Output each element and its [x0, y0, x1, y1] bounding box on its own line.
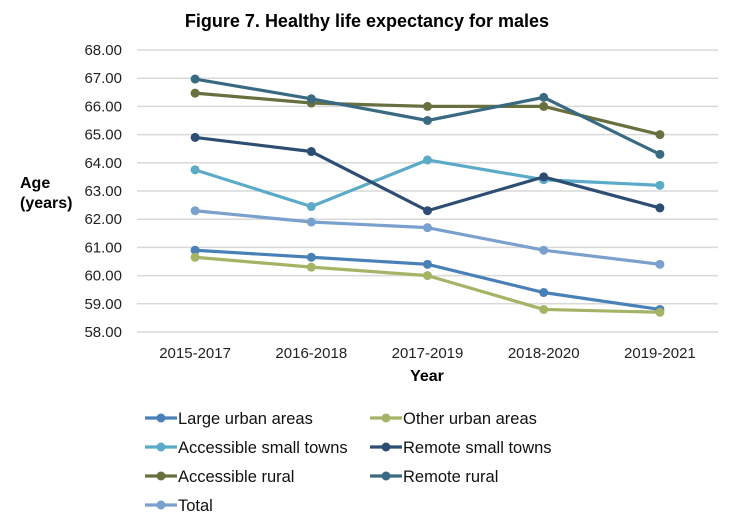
- data-point: [423, 116, 432, 125]
- legend-marker: [156, 471, 166, 481]
- y-tick-label: 68.00: [84, 42, 122, 59]
- gridlines: [137, 49, 718, 333]
- data-point: [655, 130, 665, 140]
- legend-label: Accessible rural: [178, 468, 294, 486]
- data-point: [655, 203, 665, 213]
- data-point: [190, 132, 200, 142]
- data-point: [190, 165, 200, 175]
- data-point: [306, 94, 316, 104]
- data-point: [539, 288, 549, 298]
- data-point: [423, 271, 432, 281]
- data-point: [655, 180, 665, 190]
- data-point: [539, 172, 549, 182]
- data-point: [190, 88, 200, 98]
- series-large-urban-areas: [190, 245, 665, 314]
- x-tick-label: 2015-2017: [159, 345, 231, 362]
- series-remote-rural: [190, 74, 665, 159]
- y-tick-label: 63.00: [84, 183, 122, 200]
- data-point: [306, 147, 316, 157]
- legend-marker: [381, 413, 391, 423]
- data-point: [539, 92, 549, 102]
- y-tick-label: 62.00: [84, 211, 122, 228]
- data-point: [306, 262, 316, 272]
- data-point: [539, 245, 549, 255]
- data-point: [190, 245, 200, 255]
- legend-marker: [156, 413, 166, 423]
- y-tick-label: 58.00: [84, 324, 122, 341]
- legend-label: Remote small towns: [403, 439, 552, 457]
- legend-item: Total: [145, 497, 213, 515]
- legend-label: Other urban areas: [403, 410, 537, 428]
- legend-item: Remote rural: [370, 468, 498, 486]
- series-line: [194, 158, 660, 209]
- data-point: [655, 307, 665, 317]
- series-accessible-rural: [190, 88, 665, 140]
- y-tick-label: 66.00: [84, 98, 122, 115]
- x-tick-label: 2018-2020: [508, 345, 580, 362]
- data-point: [539, 101, 549, 111]
- y-tick-label: 67.00: [84, 70, 122, 87]
- data-point: [423, 155, 432, 165]
- legend-marker: [381, 471, 391, 481]
- x-axis-ticks: 2015-2017 2016-2018 2017-2019 2018-2020 2019…: [159, 345, 696, 362]
- series-layer: [190, 74, 665, 317]
- y-tick-label: 65.00: [84, 127, 122, 144]
- y-tick-label: 64.00: [84, 155, 122, 172]
- legend-item: Other urban areas: [370, 410, 537, 428]
- data-point: [423, 259, 432, 269]
- y-axis-ticks: 68.00 67.00 66.00 65.00 64.00 63.00 62.00 61.00…: [84, 42, 122, 341]
- x-tick-label: 2019-2021: [624, 345, 696, 362]
- data-point: [190, 252, 200, 262]
- legend-label: Large urban areas: [178, 410, 313, 428]
- data-point: [190, 74, 200, 84]
- y-tick-label: 60.00: [84, 268, 122, 285]
- series-line: [194, 91, 661, 137]
- series-remote-small-towns: [190, 132, 665, 216]
- y-axis-label-line-2: (years): [20, 195, 72, 212]
- legend-label: Accessible small towns: [178, 439, 348, 457]
- legend-marker: [156, 500, 166, 510]
- data-point: [423, 101, 432, 111]
- data-point: [306, 252, 316, 262]
- data-point: [306, 202, 316, 212]
- x-tick-label: 2017-2019: [392, 345, 464, 362]
- data-point: [539, 304, 549, 314]
- data-point: [423, 206, 432, 216]
- x-tick-label: 2016-2018: [275, 345, 347, 362]
- series-accessible-small-towns: [190, 155, 665, 212]
- y-axis-label-line-1: Age: [20, 175, 50, 192]
- data-point: [306, 217, 316, 227]
- data-point: [190, 206, 200, 216]
- data-point: [655, 259, 665, 269]
- y-axis-label: Age (years): [20, 175, 72, 212]
- legend-item: Accessible rural: [145, 468, 294, 486]
- legend-item: Accessible small towns: [145, 439, 348, 457]
- legend: Large urban areas Other urban areas Access…: [145, 410, 552, 515]
- legend-marker: [156, 442, 166, 452]
- series-other-urban-areas: [190, 252, 665, 317]
- legend-item: Remote small towns: [370, 439, 552, 457]
- x-axis-label: Year: [410, 368, 444, 385]
- legend-label: Remote rural: [403, 468, 498, 486]
- y-tick-label: 59.00: [84, 296, 122, 313]
- legend-marker: [381, 442, 391, 452]
- chart-title: Figure 7. Healthy life expectancy for ma…: [185, 11, 549, 31]
- legend-item: Large urban areas: [145, 410, 313, 428]
- y-tick-label: 61.00: [84, 239, 122, 256]
- data-point: [655, 149, 665, 159]
- legend-label: Total: [178, 497, 213, 515]
- series-line: [194, 135, 661, 213]
- series-total: [190, 206, 665, 269]
- data-point: [423, 223, 432, 233]
